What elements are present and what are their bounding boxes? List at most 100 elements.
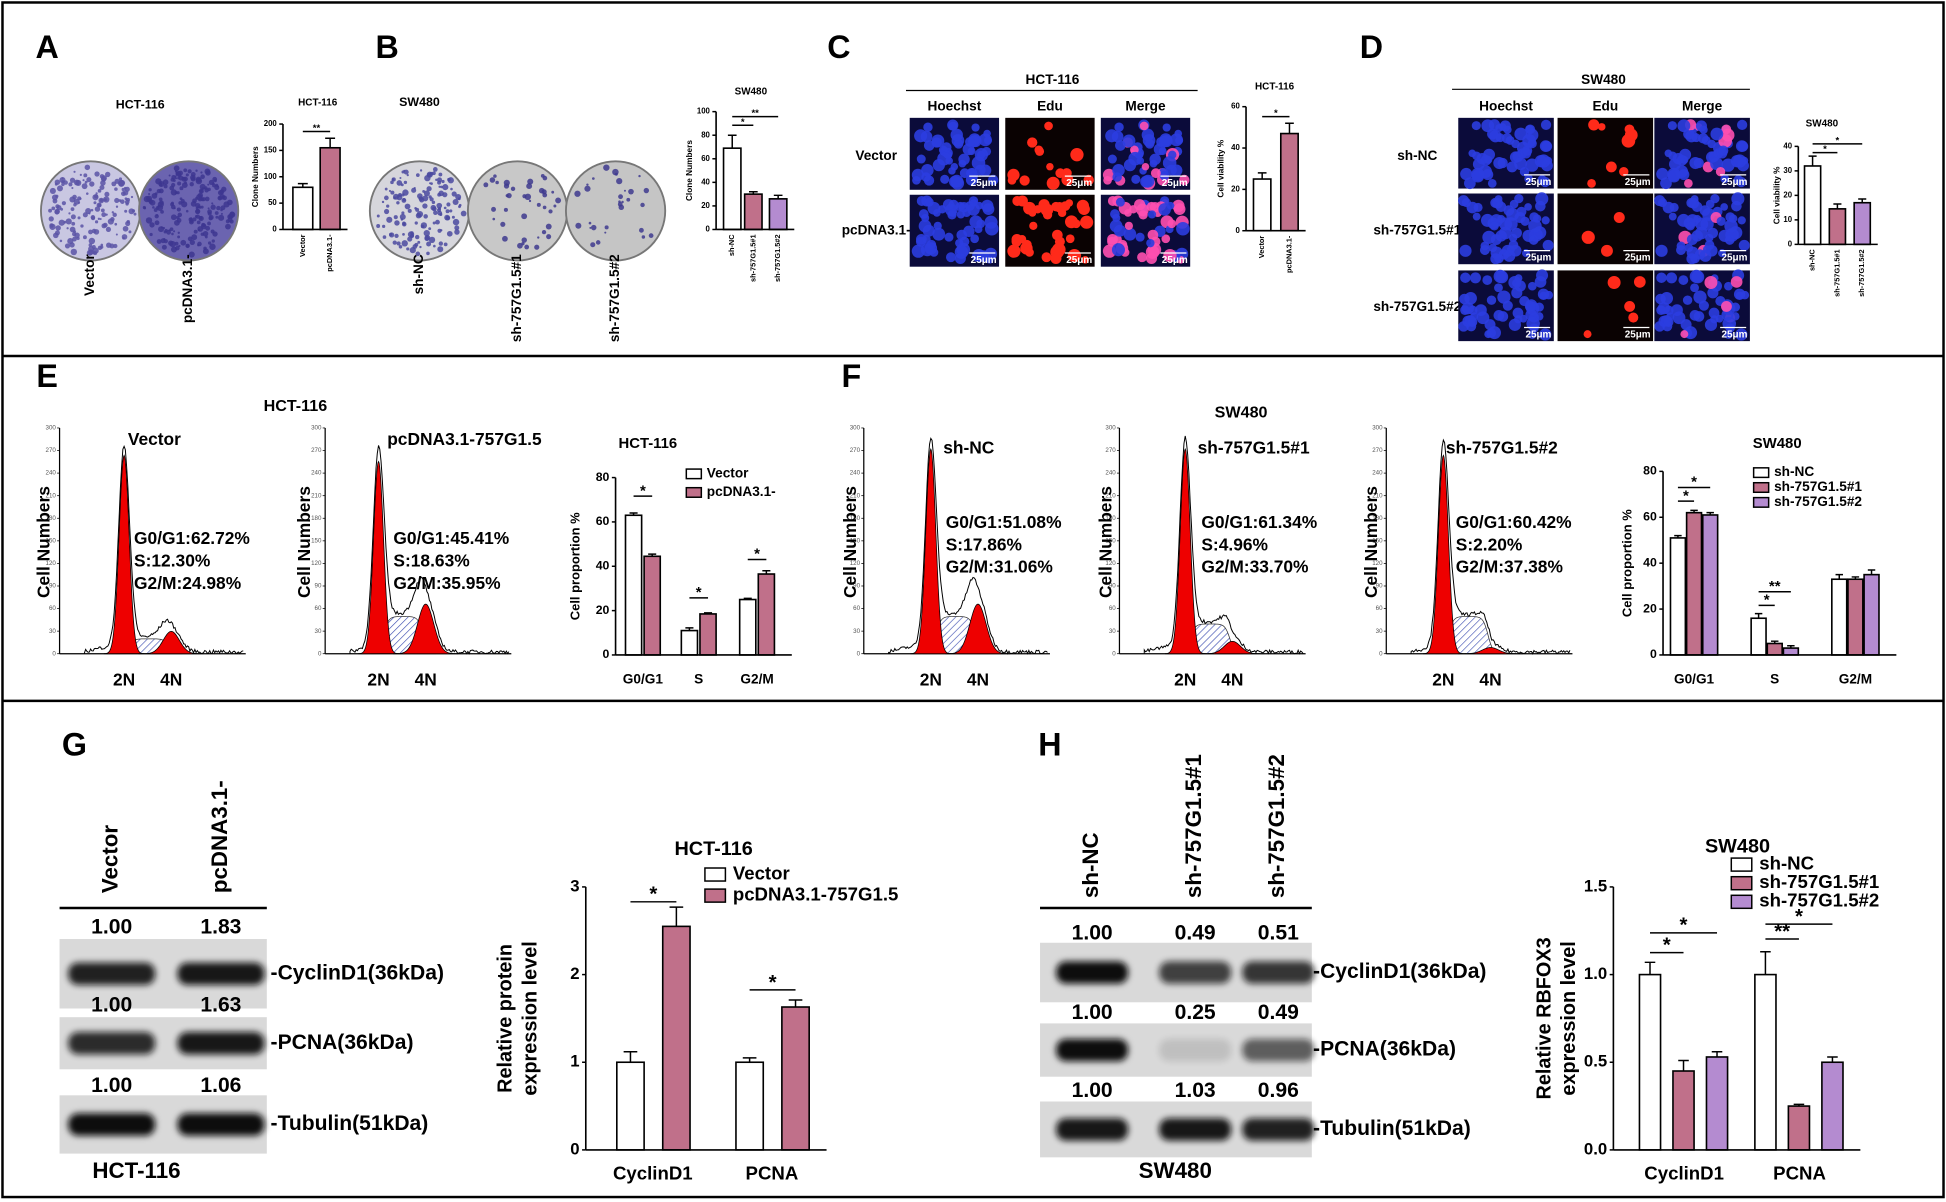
colony [396, 180, 403, 186]
blot-quantification: 1.00 [91, 915, 132, 938]
colony [163, 184, 168, 189]
merged-nucleus [1668, 212, 1677, 221]
colony [177, 235, 181, 239]
colony [527, 178, 534, 185]
hist-x-label: 2N [113, 670, 135, 690]
merged-nucleus [1693, 290, 1707, 304]
colony [626, 197, 631, 202]
blot-band [177, 1032, 265, 1055]
merged-nucleus [1158, 147, 1167, 156]
bar [661, 925, 691, 1151]
nucleus [1484, 330, 1493, 339]
colony [603, 164, 610, 171]
merged-nucleus [1707, 139, 1716, 149]
edu-nucleus [1022, 239, 1032, 250]
colony [61, 201, 66, 206]
colony [104, 198, 107, 202]
colony [89, 181, 95, 187]
blot-quantification: 1.00 [91, 994, 132, 1017]
colony [200, 174, 205, 180]
error-bar [669, 906, 684, 927]
bar [722, 147, 742, 231]
colony [48, 208, 53, 213]
nucleus [1464, 291, 1477, 305]
colony [94, 220, 99, 224]
legend-label: Vector [707, 465, 749, 480]
merged-nucleus [1676, 241, 1686, 251]
colony [502, 235, 508, 242]
legend-swatch [704, 867, 727, 882]
merged-nucleus [1704, 240, 1715, 250]
scale-bar-label: 25μm [1525, 253, 1551, 264]
merged-nucleus [1724, 281, 1733, 291]
hist-tick-label: 180 [1105, 515, 1116, 522]
colony [218, 214, 225, 221]
scale-bar-label: 25μm [1722, 177, 1748, 188]
nucleus [1471, 167, 1485, 181]
hist-x-label: 4N [967, 670, 989, 690]
merged-nucleus [1695, 226, 1708, 240]
bar [1750, 617, 1767, 656]
y-tick-label: 60 [596, 514, 610, 528]
nucleus [956, 210, 965, 219]
colony [100, 208, 105, 213]
merged-nucleus [1678, 275, 1689, 285]
colony [72, 232, 77, 237]
merged-nucleus [1144, 139, 1155, 149]
hist-tick-label: 300 [1372, 425, 1383, 432]
legend-swatch [685, 486, 703, 498]
edu-nucleus [1080, 215, 1094, 229]
error-bar [1711, 1050, 1723, 1057]
merged-nucleus [1111, 130, 1124, 143]
colony [196, 220, 201, 225]
colony [101, 175, 107, 182]
blot-band [68, 962, 156, 985]
hist-tick-label: 240 [46, 470, 57, 477]
y-tick-label: 20 [596, 603, 610, 617]
significance-label: ** [1769, 578, 1781, 595]
colony [68, 212, 71, 215]
colony [524, 193, 532, 201]
colony [534, 244, 540, 250]
colony [189, 182, 194, 187]
merged-nucleus [1695, 120, 1707, 132]
y-axis-label: Clone Numbers [251, 146, 260, 207]
hist-x-label: 2N [920, 670, 942, 690]
colony [184, 181, 187, 185]
bar [1782, 647, 1800, 656]
y-tick-label: 40 [701, 177, 710, 186]
colony [164, 228, 168, 233]
significance-label: * [1823, 144, 1827, 155]
merged-nucleus [1136, 203, 1149, 217]
significance-label: ** [1774, 920, 1790, 943]
colony [107, 218, 114, 225]
colony [82, 212, 88, 218]
y-tick-label: 1 [570, 1052, 579, 1071]
edu-nucleus [1055, 168, 1066, 179]
scale-bar-label: 25μm [1162, 255, 1188, 266]
merged-nucleus [1141, 128, 1155, 142]
edu-nucleus [1601, 244, 1613, 257]
colony [398, 244, 403, 249]
colony [648, 233, 654, 238]
bar [1828, 208, 1847, 246]
hist-tick-label: 60 [1109, 605, 1116, 612]
nucleus [1535, 200, 1546, 212]
nucleus [1524, 300, 1536, 312]
nucleus [944, 232, 954, 242]
merged-nucleus [1158, 203, 1171, 216]
colony [100, 243, 104, 247]
error-bar [727, 134, 737, 149]
bar [624, 514, 643, 656]
x-tick-label: G2/M [1839, 671, 1872, 686]
nucleus [918, 209, 929, 219]
colony [616, 178, 623, 185]
colony [586, 183, 589, 186]
colony [133, 212, 137, 216]
nucleus [945, 252, 956, 263]
colony [56, 185, 63, 192]
nucleus [1519, 314, 1528, 323]
nucleus [1511, 139, 1520, 149]
hist-stat: G2/M:37.38% [1456, 557, 1563, 577]
hist-y-label: Cell Numbers [1361, 486, 1381, 598]
